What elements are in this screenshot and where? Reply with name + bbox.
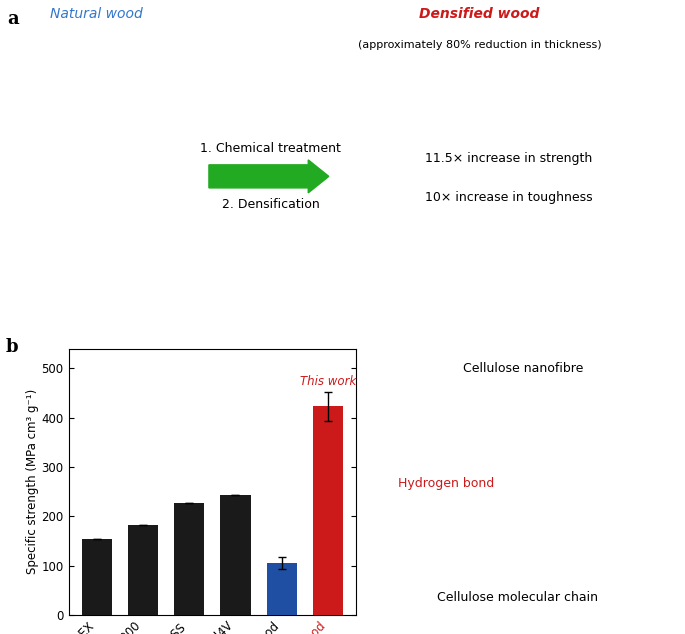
Text: 2. Densification: 2. Densification <box>222 198 319 211</box>
Bar <box>313 406 343 615</box>
Text: Natural wood: Natural wood <box>49 6 142 20</box>
Y-axis label: Specific strength (MPa cm³ g⁻¹): Specific strength (MPa cm³ g⁻¹) <box>25 389 38 574</box>
Bar <box>266 563 297 615</box>
Text: Hydrogen bond: Hydrogen bond <box>398 477 495 489</box>
FancyArrow shape <box>209 160 329 193</box>
Bar <box>174 503 204 615</box>
Text: This work: This work <box>300 375 356 388</box>
Bar <box>128 525 158 615</box>
Text: b: b <box>5 338 18 356</box>
Text: Cellulose molecular chain: Cellulose molecular chain <box>436 592 598 604</box>
Bar <box>221 495 251 615</box>
Text: 10× increase in toughness: 10× increase in toughness <box>425 191 593 204</box>
Bar <box>82 538 112 615</box>
Text: 1. Chemical treatment: 1. Chemical treatment <box>200 142 341 155</box>
Text: Densified wood: Densified wood <box>419 6 540 20</box>
Text: (approximately 80% reduction in thickness): (approximately 80% reduction in thicknes… <box>358 39 601 49</box>
Text: a: a <box>7 10 18 28</box>
Text: Cellulose nanofibre: Cellulose nanofibre <box>464 362 584 375</box>
Text: 11.5× increase in strength: 11.5× increase in strength <box>425 152 592 165</box>
